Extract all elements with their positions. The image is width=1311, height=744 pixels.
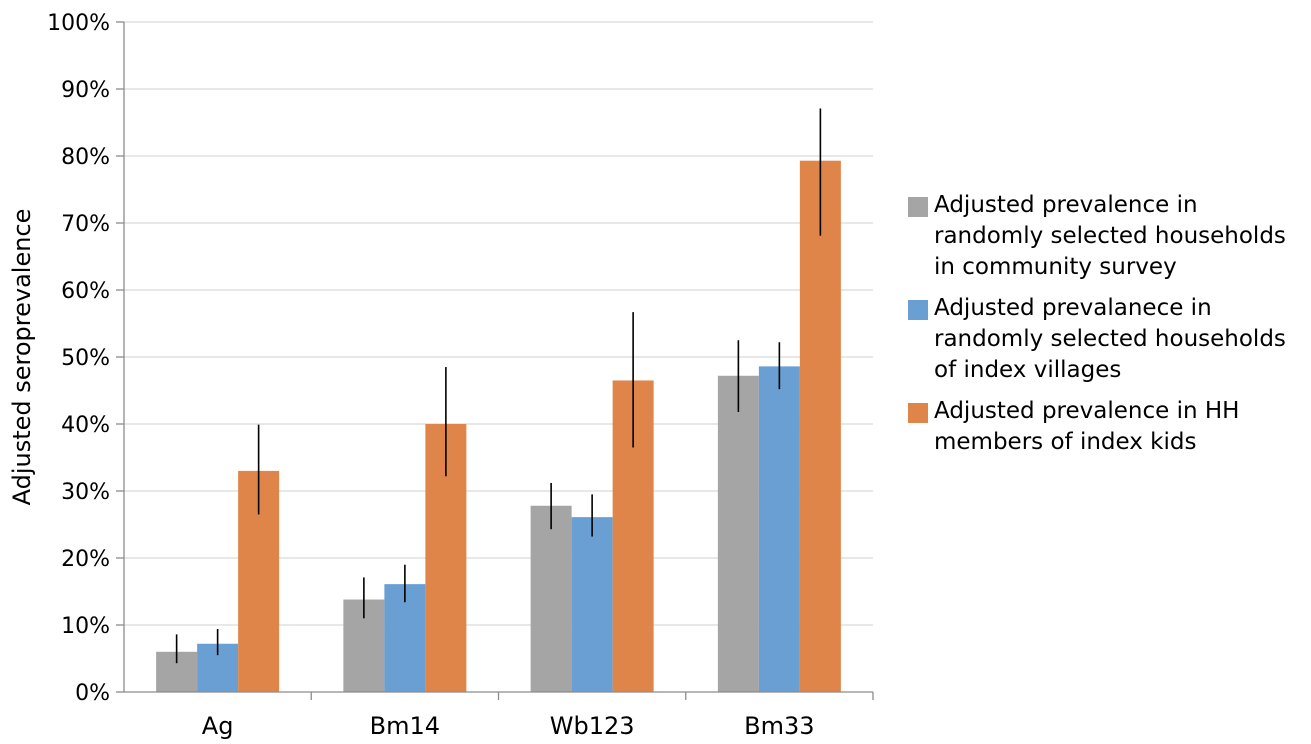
axes: [123, 22, 874, 700]
y-tick-label: 0%: [75, 681, 110, 706]
y-tick-label: 60%: [61, 279, 110, 304]
y-axis-label: Adjusted seroprevalence: [8, 209, 36, 506]
legend-item: Adjusted prevalence in HH members of ind…: [908, 396, 1308, 458]
legend-label: Adjusted prevalence in randomly selected…: [934, 192, 1286, 280]
y-tick-label: 30%: [61, 480, 110, 505]
legend-swatch: [908, 197, 928, 217]
y-tick-label: 80%: [61, 145, 110, 170]
y-tick-label: 70%: [61, 212, 110, 237]
bar: [799, 160, 841, 692]
bar: [571, 517, 613, 692]
x-category-label: Bm33: [744, 712, 814, 740]
bar: [530, 505, 572, 692]
legend: Adjusted prevalence in randomly selected…: [908, 190, 1308, 468]
legend-swatch: [908, 300, 928, 320]
bar: [717, 375, 759, 692]
y-tick-label: 50%: [61, 346, 110, 371]
legend-label: Adjusted prevalence in HH members of ind…: [934, 398, 1240, 455]
x-category-label: Wb123: [550, 712, 635, 740]
y-tick-label: 40%: [61, 413, 110, 438]
legend-item: Adjusted prevalanece in randomly selecte…: [908, 293, 1308, 386]
y-tick-labels: 0% 10% 20% 30% 40% 50% 60% 70% 80% 90% 100%: [47, 11, 110, 706]
x-category-label: Bm14: [370, 712, 440, 740]
legend-label: Adjusted prevalanece in randomly selecte…: [934, 295, 1286, 383]
x-category-label: Ag: [202, 712, 234, 740]
y-tick-label: 100%: [47, 11, 110, 36]
y-tick-label: 20%: [61, 547, 110, 572]
y-tick-label: 10%: [61, 614, 110, 639]
legend-swatch: [908, 403, 928, 423]
bar: [758, 366, 800, 692]
y-tick-label: 90%: [61, 78, 110, 103]
error-bars: [175, 108, 822, 664]
category-labels: Ag Bm14 Wb123 Bm33: [202, 712, 815, 740]
legend-item: Adjusted prevalence in randomly selected…: [908, 190, 1308, 283]
